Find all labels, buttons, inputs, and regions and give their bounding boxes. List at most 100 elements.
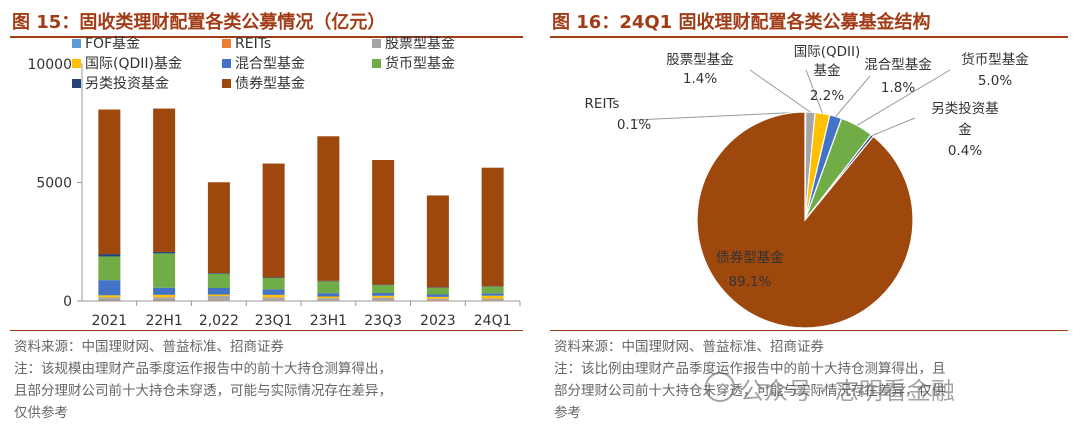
bar-segment bbox=[153, 287, 176, 295]
footer-rule-right bbox=[550, 330, 1068, 331]
y-tick-label: 10000 bbox=[27, 57, 72, 73]
stacked-bar-chart: 0 5000 10000 2021 22H1 2,022 23Q1 23H1 23Q3 2023 2… bbox=[27, 35, 521, 329]
bar-segment bbox=[426, 296, 449, 299]
legend-swatch bbox=[222, 59, 231, 68]
legend-swatch bbox=[72, 39, 81, 48]
bar-segment bbox=[207, 273, 230, 274]
footer-rule-left bbox=[10, 330, 523, 331]
bar-segment bbox=[98, 109, 121, 255]
bar-segment bbox=[426, 294, 449, 297]
legend-label: 国际(QDII)基金 bbox=[85, 55, 182, 72]
bar-segment bbox=[317, 293, 340, 297]
slice-value-label: 0.1% bbox=[617, 117, 651, 133]
leader-line bbox=[835, 75, 871, 117]
slice-name-label: 另类投资基 bbox=[931, 100, 999, 117]
leader-line bbox=[856, 69, 951, 126]
bar-segment bbox=[153, 294, 176, 298]
bar-segment bbox=[98, 300, 121, 301]
title-rule-left bbox=[10, 36, 523, 38]
right-panel: 图 16：24Q1 固收理财配置各类公募基金结构 REITs 0.1% 股票型基金 1… bbox=[540, 0, 1080, 435]
bar-segment bbox=[153, 300, 176, 301]
legend-label: 另类投资基金 bbox=[85, 75, 169, 92]
bar-segment bbox=[426, 195, 449, 288]
bar-segment bbox=[372, 285, 395, 293]
title-rule-right bbox=[550, 36, 1068, 38]
legend-swatch bbox=[72, 79, 81, 88]
bar-segment bbox=[426, 298, 449, 301]
bar-segment bbox=[153, 297, 176, 301]
bar-segment bbox=[372, 159, 395, 285]
chart-title-left: 图 15：固收类理财配置各类公募情况（亿元） bbox=[12, 12, 386, 33]
legend-swatch bbox=[372, 39, 381, 48]
leader-line bbox=[872, 117, 916, 136]
bar-segment bbox=[426, 287, 449, 295]
watermark: 公众号 · 志明看金融 bbox=[740, 377, 955, 405]
bar-segment bbox=[317, 136, 340, 281]
bar-segment bbox=[262, 297, 285, 301]
legend-swatch bbox=[222, 39, 231, 48]
bar-segment bbox=[317, 281, 340, 294]
bar-segment bbox=[481, 286, 504, 287]
slice-value-label: 0.4% bbox=[948, 143, 982, 159]
x-tick-label: 24Q1 bbox=[474, 313, 512, 329]
slice-name-label: REITs bbox=[585, 96, 620, 112]
source-text-left: 资料来源：中国理财网、普益标准、招商证券 bbox=[14, 339, 284, 355]
bar-segment bbox=[98, 295, 121, 298]
bar-segment bbox=[207, 287, 230, 295]
chart-title-right: 图 16：24Q1 固收理财配置各类公募基金结构 bbox=[552, 12, 931, 33]
bar-segment bbox=[426, 300, 449, 301]
bar-segment bbox=[153, 300, 176, 301]
slice-name-label: 国际(QDII) bbox=[794, 44, 861, 60]
bar-segment bbox=[317, 296, 340, 299]
legend-label: 货币型基金 bbox=[385, 55, 455, 72]
slice-name-label: 货币型基金 bbox=[961, 51, 1029, 68]
bar-segment bbox=[262, 300, 285, 301]
note-line-right-2: 部分理财公司前十大持仓未穿透，可能与实际情况存在差异，仅供 bbox=[554, 383, 946, 399]
note-line-left-2: 且部分理财公司前十大持仓未穿透，可能与实际情况存在差异， bbox=[14, 383, 392, 399]
bar-segment bbox=[481, 300, 504, 301]
bar-segment bbox=[153, 108, 176, 252]
x-tick-label: 2023 bbox=[420, 313, 456, 329]
footnote-right: 资料来源：中国理财网、普益标准、招商证券 注：该比例由理财产品季度运作报告中的前… bbox=[554, 336, 1066, 424]
slice-value-label: 1.8% bbox=[881, 80, 915, 96]
bar-segment bbox=[262, 278, 285, 290]
bar-segment bbox=[98, 297, 121, 301]
footnote-left: 资料来源：中国理财网、普益标准、招商证券 注：该规模由理财产品季度运作报告中的前… bbox=[14, 336, 521, 424]
bar-segment bbox=[207, 296, 230, 301]
slice-name-label: 混合型基金 bbox=[864, 56, 932, 73]
legend-label: 股票型基金 bbox=[385, 35, 455, 52]
bar-segment bbox=[317, 298, 340, 301]
slice-name-label: 股票型基金 bbox=[666, 51, 734, 68]
bar-segment bbox=[98, 254, 121, 257]
bar-segment bbox=[262, 294, 285, 298]
source-text-right: 资料来源：中国理财网、普益标准、招商证券 bbox=[554, 339, 824, 355]
bar-segment bbox=[481, 295, 504, 299]
bar-segment bbox=[481, 167, 504, 287]
slice-value-label: 2.2% bbox=[810, 88, 844, 104]
note-line-right-1: 注：该比例由理财产品季度运作报告中的前十大持仓测算得出，且 bbox=[554, 361, 946, 377]
bar-segment bbox=[481, 298, 504, 301]
bar-segment bbox=[372, 297, 395, 301]
leader-line bbox=[749, 69, 811, 113]
bar-segment bbox=[207, 182, 230, 274]
bar-segment bbox=[98, 256, 121, 281]
slice-name-label: 债券型基金 bbox=[716, 249, 784, 266]
y-tick-label: 5000 bbox=[36, 176, 72, 192]
legend-label: REITs bbox=[235, 36, 271, 52]
slice-name-label: 基金 bbox=[814, 62, 842, 79]
x-tick-label: 23Q1 bbox=[255, 313, 293, 329]
bar-segment bbox=[207, 300, 230, 301]
leader-line bbox=[634, 111, 806, 121]
legend-label: 混合型基金 bbox=[235, 55, 305, 72]
leader-line bbox=[805, 69, 824, 114]
bar-segment bbox=[153, 251, 176, 254]
legend-swatch bbox=[222, 79, 231, 88]
x-tick-label: 23Q3 bbox=[364, 313, 402, 329]
legend-label: FOF基金 bbox=[85, 35, 140, 52]
slice-value-label: 1.4% bbox=[683, 71, 717, 87]
bar-segment bbox=[426, 287, 449, 288]
bar-segment bbox=[372, 300, 395, 301]
bar-segment bbox=[98, 280, 121, 296]
bar-segment bbox=[317, 300, 340, 301]
bar-segment bbox=[317, 280, 340, 282]
